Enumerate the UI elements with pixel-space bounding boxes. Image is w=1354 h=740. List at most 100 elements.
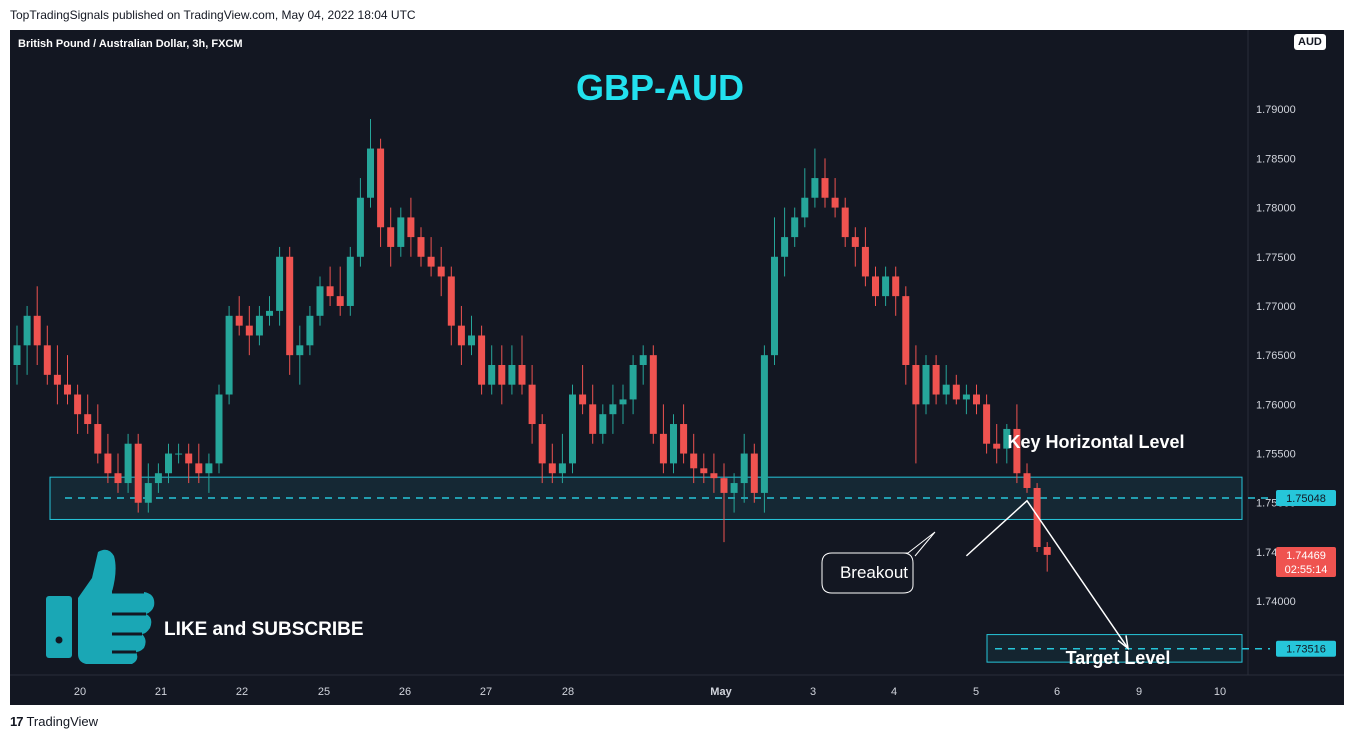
candle-body (730, 483, 738, 493)
target-level-label: Target Level (1066, 648, 1171, 668)
candle-body (316, 286, 324, 316)
candle-body (811, 178, 819, 198)
x-tick-label: 20 (74, 686, 86, 698)
candle-body (659, 433, 667, 464)
x-tick-label: 21 (155, 686, 167, 698)
last-price-tag: 1.74469 (1286, 550, 1326, 562)
candle-body (589, 404, 597, 434)
candle-body (427, 256, 435, 267)
candle-body (84, 414, 92, 425)
x-tick-label: 28 (562, 686, 574, 698)
candle-body (447, 276, 455, 326)
candle-body (942, 384, 950, 395)
candle-body (1023, 473, 1031, 488)
candle-body (215, 394, 223, 464)
candle-body (983, 404, 991, 444)
candle-body (670, 424, 677, 464)
candle-body (346, 256, 354, 306)
candle-body (104, 453, 112, 474)
promo-text: LIKE and SUBSCRIBE (164, 619, 364, 640)
candlestick-chart: 1.79000 1.78500 1.78000 1.77500 1.77000 1.765… (10, 30, 1344, 698)
last-price-countdown: 02:55:14 (1285, 564, 1328, 576)
x-tick-label: 5 (973, 686, 979, 698)
candle-body (902, 296, 910, 365)
candle-body (962, 394, 970, 400)
candle-body (569, 394, 576, 464)
candle-body (114, 473, 122, 484)
candle-body (336, 296, 344, 306)
key-level-price-tag-bg (1276, 490, 1336, 507)
chart-title: GBP-AUD (576, 67, 744, 108)
candle-body (74, 394, 82, 415)
y-tick-label: 1.79000 (1256, 104, 1296, 116)
candle-body (1003, 428, 1011, 449)
x-tick-label: 22 (236, 686, 248, 698)
chart-frame: 1.79000 1.78500 1.78000 1.77500 1.77000 1.765… (10, 30, 1344, 705)
candle-body (771, 256, 778, 356)
y-tick-label: 1.74000 (1256, 596, 1296, 608)
x-tick-label: May (710, 686, 732, 698)
candle-body (690, 453, 698, 469)
candle-body (932, 365, 940, 395)
candle-body (882, 276, 890, 297)
candle-body (64, 384, 71, 395)
candle-body (276, 256, 284, 311)
candle-body (841, 207, 849, 238)
candle-body (1033, 487, 1041, 548)
candle-body (417, 237, 425, 257)
candle-body (791, 217, 799, 238)
candle-body (94, 424, 102, 454)
y-tick-label: 1.77000 (1256, 301, 1296, 313)
y-tick-label: 1.76000 (1256, 399, 1296, 411)
candle-body (225, 315, 233, 395)
breakout-callout-box (821, 531, 936, 594)
candle-body (33, 315, 41, 346)
currency-badge[interactable]: AUD (1294, 34, 1326, 50)
candle-body (821, 178, 829, 198)
breakout-label: Breakout (840, 563, 908, 582)
candle-body (629, 365, 637, 400)
candle-body (195, 463, 203, 474)
target-level-price-tag: 1.73516 (1286, 644, 1326, 656)
candle-body (760, 355, 768, 493)
candle-body (892, 276, 900, 297)
candle-body (498, 365, 506, 385)
y-tick-label: 1.75500 (1256, 449, 1296, 461)
key-level-label: Key Horizontal Level (1007, 432, 1184, 452)
key-level-price-tag: 1.75048 (1286, 493, 1326, 505)
x-tick-label: 25 (318, 686, 330, 698)
candle-body (528, 384, 536, 425)
candle-body (154, 473, 162, 484)
last-price-tag-bg (1276, 546, 1336, 577)
y-tick-label: 1.77500 (1256, 252, 1296, 264)
candle-body (548, 463, 556, 474)
candle-body (266, 310, 273, 316)
candle-body (508, 365, 516, 385)
x-tick-label: 10 (1214, 686, 1226, 698)
candle-body (599, 414, 607, 434)
candle-body (235, 315, 243, 326)
y-tick-label: 1.78000 (1256, 203, 1296, 215)
candle-body (134, 443, 142, 503)
footer[interactable]: 17 TradingView (10, 714, 98, 729)
candle-body (185, 453, 193, 464)
candle-body (397, 217, 405, 247)
candle-body (973, 394, 980, 405)
candle-body (750, 453, 758, 493)
thumbs-up-icon (46, 549, 155, 664)
candle-body (518, 365, 526, 385)
candle-body (740, 453, 748, 484)
candle-body (296, 345, 304, 356)
candle-body (205, 463, 213, 474)
candle-body (781, 237, 789, 257)
candle-body (457, 325, 465, 346)
x-tick-label: 9 (1136, 686, 1142, 698)
candle-body (478, 335, 486, 385)
candle-body (468, 335, 475, 346)
symbol-label: British Pound / Australian Dollar, 3h, F… (18, 38, 243, 50)
candle-body (23, 315, 31, 346)
candle-body (639, 355, 647, 365)
candle-body (558, 463, 566, 474)
projection-arrowhead (1117, 635, 1130, 651)
candle-body (43, 345, 51, 375)
